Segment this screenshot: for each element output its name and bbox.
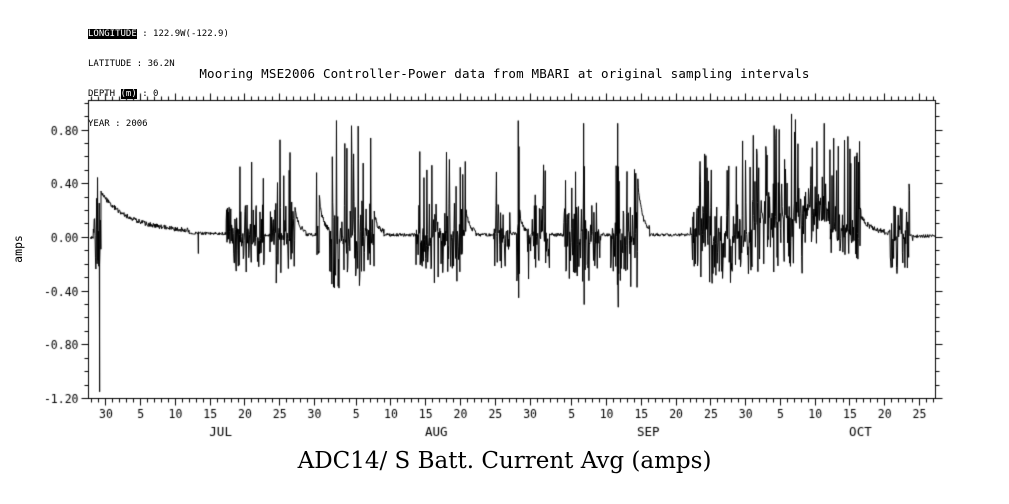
meta-depth-value: : 0	[136, 89, 159, 99]
meta-depth-highlight: (m)	[120, 89, 137, 99]
meta-longitude-value: : 122.9W(-122.9)	[136, 29, 229, 39]
meta-year-pre: YEAR : 2006	[88, 119, 148, 129]
meta-line-depth: DEPTH (m) : 0	[88, 89, 229, 99]
meta-depth-pre: DEPTH	[88, 89, 121, 99]
meta-latitude-pre: LATITUDE : 36.2N	[88, 59, 175, 69]
meta-line-latitude: LATITUDE : 36.2N	[88, 59, 229, 69]
metadata-block: LONGITUDE : 122.9W(-122.9) LATITUDE : 36…	[88, 9, 229, 149]
meta-longitude-highlight: LONGITUDE	[88, 29, 137, 39]
chart-caption: ADC14/ S Batt. Current Avg (amps)	[297, 448, 712, 474]
y-axis-label: amps	[11, 235, 25, 263]
chart-title: Mooring MSE2006 Controller-Power data fr…	[199, 66, 810, 81]
meta-line-longitude: LONGITUDE : 122.9W(-122.9)	[88, 29, 229, 39]
meta-line-year: YEAR : 2006	[88, 119, 229, 129]
